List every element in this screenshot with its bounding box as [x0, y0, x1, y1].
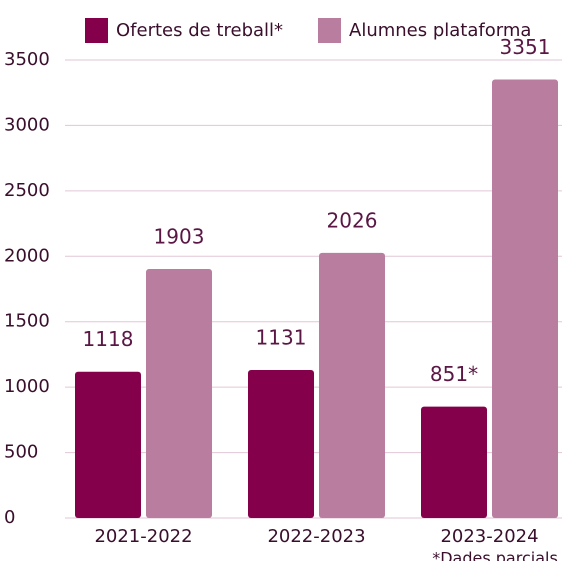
value-label: 1131: [256, 326, 307, 350]
x-tick-label: 2021-2022: [94, 526, 192, 547]
bar: [75, 371, 141, 518]
y-tick-label: 500: [4, 442, 38, 463]
value-label: 3351: [500, 35, 551, 59]
y-tick-label: 0: [4, 507, 15, 528]
footnote: *Dades parcials: [432, 549, 558, 561]
y-tick-label: 1500: [4, 311, 50, 332]
y-tick-label: 1000: [4, 376, 50, 397]
bar: [248, 370, 314, 518]
bar: [146, 268, 212, 518]
y-tick-label: 2000: [4, 245, 50, 266]
y-tick-label: 3500: [4, 49, 50, 70]
legend-swatch: [85, 18, 108, 43]
x-tick-label: 2022-2023: [267, 526, 365, 547]
bar: [492, 79, 558, 518]
bar: [421, 406, 487, 518]
legend-label: Alumnes plataforma: [349, 20, 531, 41]
value-label: 851*: [430, 362, 478, 386]
legend-swatch: [318, 18, 341, 43]
y-tick-label: 2500: [4, 180, 50, 201]
value-label: 1118: [83, 327, 134, 351]
legend-label: Ofertes de treball*: [116, 20, 283, 41]
x-tick-label: 2023-2024: [440, 526, 538, 547]
value-label: 2026: [327, 208, 378, 232]
y-tick-label: 3000: [4, 114, 50, 135]
bar: [319, 252, 385, 518]
value-label: 1903: [154, 224, 205, 248]
